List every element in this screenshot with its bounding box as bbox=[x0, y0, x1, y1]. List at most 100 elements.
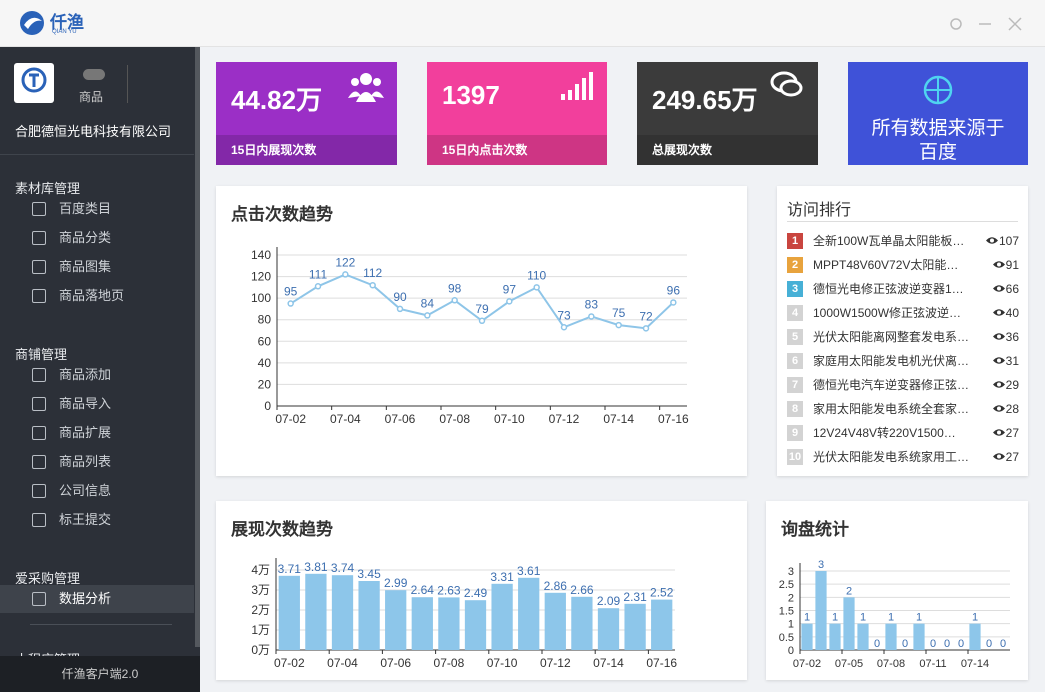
eye-icon bbox=[992, 261, 1005, 268]
views: 28 bbox=[1005, 402, 1019, 416]
nav-icon bbox=[32, 202, 46, 216]
views: 31 bbox=[1005, 354, 1019, 368]
rank-views: 36 bbox=[992, 325, 1019, 349]
panel-title: 访问排行 bbox=[787, 202, 852, 219]
rank-name: MPPT48V60V72V太阳能… bbox=[813, 258, 959, 272]
stat-card: 1397 15日内点击次数 bbox=[427, 62, 607, 165]
logo-sub: QIAN YU bbox=[52, 29, 77, 35]
eye-icon bbox=[992, 333, 1005, 340]
rank-row[interactable]: 5 光伏太阳能离网整套发电系… 36 bbox=[787, 325, 1019, 349]
nav-icon bbox=[32, 260, 46, 274]
rank-row[interactable]: 2 MPPT48V60V72V太阳能… 91 bbox=[787, 253, 1019, 277]
stat-value: 249.65万 bbox=[652, 85, 758, 115]
views: 29 bbox=[1005, 378, 1019, 392]
nav-label: 标王提交 bbox=[59, 512, 112, 527]
rank-views: 28 bbox=[992, 397, 1019, 421]
rank-row[interactable]: 7 德恒光电汽车逆变器修正弦… 29 bbox=[787, 373, 1019, 397]
rank-badge: 6 bbox=[787, 353, 803, 369]
banner-line: 所有数据来源于 bbox=[871, 118, 1005, 139]
nav-item[interactable]: 商品导入 bbox=[0, 390, 194, 418]
nav-item[interactable]: 百度类目 bbox=[0, 195, 194, 223]
footer: 仟渔客户端2.0 bbox=[0, 656, 200, 692]
rank-views: 29 bbox=[992, 373, 1019, 397]
rank-badge: 5 bbox=[787, 329, 803, 345]
nav-item[interactable]: 商品分类 bbox=[0, 224, 194, 252]
eye-icon bbox=[992, 453, 1005, 460]
rank-row[interactable]: 1 全新100W瓦单晶太阳能板… 107 bbox=[787, 229, 1019, 253]
pupil bbox=[996, 430, 1001, 435]
nav-icon bbox=[32, 455, 46, 469]
rank-name: 德恒光电修正弦波逆变器1… bbox=[813, 282, 964, 296]
nav-item[interactable]: 商品图集 bbox=[0, 253, 194, 281]
views: 66 bbox=[1005, 282, 1019, 296]
company-name: 合肥德恒光电科技有限公司 bbox=[15, 124, 172, 139]
click-panel: 点击次数趋势 bbox=[216, 186, 747, 476]
rank-badge: 4 bbox=[787, 305, 803, 321]
nav-item[interactable]: 标王提交 bbox=[0, 506, 194, 534]
rank-badge: 7 bbox=[787, 377, 803, 393]
rank-row[interactable]: 10 光伏太阳能发电系统家用工… 27 bbox=[787, 445, 1019, 469]
nav-item[interactable]: 商品落地页 bbox=[0, 282, 194, 310]
eye-icon bbox=[992, 405, 1005, 412]
rank-badge: 3 bbox=[787, 281, 803, 297]
nav-icon bbox=[32, 513, 46, 527]
icon bbox=[561, 72, 593, 100]
rank-views: 40 bbox=[992, 301, 1019, 325]
nav-item[interactable]: 商品列表 bbox=[0, 448, 194, 476]
nav-icon bbox=[32, 484, 46, 498]
section-title: 商铺管理 bbox=[15, 347, 68, 362]
pupil bbox=[996, 310, 1001, 315]
nav-icon bbox=[32, 368, 46, 382]
nav-label: 商品列表 bbox=[59, 454, 112, 469]
display-panel: 展现次数趋势 bbox=[216, 501, 747, 680]
stat-value: 44.82万 bbox=[231, 85, 323, 115]
views: 91 bbox=[1005, 258, 1019, 272]
rank-views: 107 bbox=[985, 229, 1019, 253]
nav-item[interactable]: 商品添加 bbox=[0, 361, 194, 389]
section-title: 素材库管理 bbox=[15, 181, 81, 196]
nav-icon bbox=[32, 592, 46, 606]
eye-icon bbox=[992, 357, 1005, 364]
rank-badge: 9 bbox=[787, 425, 803, 441]
stat-card: 44.82万 15日内展现次数 bbox=[216, 62, 397, 165]
rank-row[interactable]: 3 德恒光电修正弦波逆变器1… 66 bbox=[787, 277, 1019, 301]
eye-icon bbox=[992, 429, 1005, 436]
rank-views: 27 bbox=[992, 445, 1019, 469]
shop-label: 商品 bbox=[79, 90, 104, 104]
rank-row[interactable]: 6 家庭用太阳能发电机光伏离… 31 bbox=[787, 349, 1019, 373]
stat-label: 15日内展现次数 bbox=[216, 135, 397, 165]
icon bbox=[923, 75, 953, 105]
pupil bbox=[996, 286, 1001, 291]
ranking-panel: 访问排行 1 全新100W瓦单晶太阳能板… 107 2 MPPT48V60V72V太阳能… bbox=[777, 186, 1028, 476]
company-logo bbox=[14, 63, 54, 103]
rank-row[interactable]: 8 家用太阳能发电系统全套家… 28 bbox=[787, 397, 1019, 421]
logo-text: 仟渔 bbox=[50, 13, 84, 32]
eye-icon bbox=[985, 237, 998, 244]
rank-name: 光伏太阳能离网整套发电系… bbox=[813, 330, 970, 344]
rank-row[interactable]: 9 12V24V48V转220V1500… 27 bbox=[787, 421, 1019, 445]
banner: 所有数据来源于 百度 bbox=[848, 62, 1028, 165]
pupil bbox=[996, 406, 1001, 411]
nav-item[interactable]: 商品扩展 bbox=[0, 419, 194, 447]
nav-label: 商品添加 bbox=[59, 367, 112, 382]
pupil bbox=[996, 262, 1001, 267]
sidebar: 商品 合肥德恒光电科技有限公司 素材库管理 百度类目商品分类商品图集 商品落地页商铺… bbox=[0, 47, 200, 692]
rank-badge: 8 bbox=[787, 401, 803, 417]
nav-label: 数据分析 bbox=[59, 591, 112, 606]
stat-value: 1397 bbox=[442, 80, 500, 110]
rank-row[interactable]: 4 1000W1500W修正弦波逆… 40 bbox=[787, 301, 1019, 325]
pupil bbox=[996, 358, 1001, 363]
nav-item[interactable]: 数据分析 bbox=[0, 585, 194, 613]
nav-label: 公司信息 bbox=[59, 483, 112, 498]
views: 27 bbox=[1005, 450, 1019, 464]
stat-label: 总展现次数 bbox=[637, 135, 818, 165]
nav-label: 商品分类 bbox=[59, 230, 112, 245]
nav-item[interactable]: 公司信息 bbox=[0, 477, 194, 505]
rank-views: 27 bbox=[992, 421, 1019, 445]
toggle[interactable] bbox=[83, 69, 105, 80]
rank-name: 家庭用太阳能发电机光伏离… bbox=[813, 354, 970, 368]
window-controls[interactable] bbox=[945, 14, 1030, 34]
panel-title: 展现次数趋势 bbox=[231, 520, 333, 539]
nav-label: 商品扩展 bbox=[59, 425, 112, 440]
